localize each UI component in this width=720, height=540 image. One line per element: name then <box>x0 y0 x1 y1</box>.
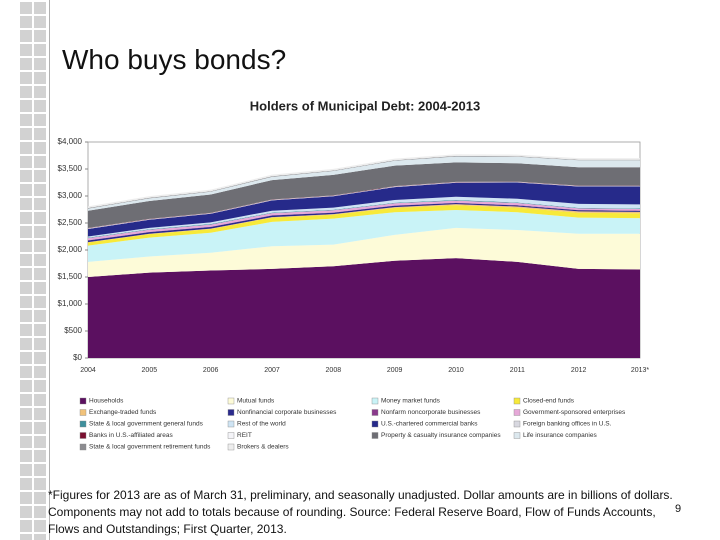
area <box>88 182 640 237</box>
legend-label: Mutual funds <box>237 398 275 405</box>
legend-label: Nonfarm noncorporate businesses <box>381 409 481 416</box>
y-tick-label: $3,500 <box>58 164 83 173</box>
area <box>88 258 640 358</box>
legend-label: REIT <box>237 432 252 439</box>
area <box>88 200 640 241</box>
legend-swatch <box>79 443 87 451</box>
legend-label: Money market funds <box>381 398 441 405</box>
x-tick-label: 2013* <box>631 367 650 374</box>
x-tick-label: 2007 <box>264 367 280 374</box>
slide-title: Who buys bonds? <box>62 44 287 75</box>
area <box>88 154 640 209</box>
legend-swatch <box>227 432 235 439</box>
legend-swatch <box>513 397 521 405</box>
legend-label: State & local government retirement fund… <box>89 444 211 451</box>
area <box>88 156 640 211</box>
x-tick-label: 2011 <box>510 367 525 374</box>
area <box>88 181 640 229</box>
footnote: *Figures for 2013 are as of March 31, pr… <box>48 488 673 536</box>
legend-swatch <box>227 420 235 428</box>
x-tick-label: 2006 <box>203 367 219 374</box>
legend-swatch <box>227 443 235 451</box>
page-number: 9 <box>675 503 682 515</box>
legend-swatch <box>513 409 521 416</box>
x-tick-label: 2010 <box>448 367 464 374</box>
x-tick-label: 2005 <box>142 367 158 374</box>
legend-swatch <box>227 409 235 416</box>
x-tick-label: 2012 <box>571 367 587 374</box>
legend-label: Property & casualty insurance companies <box>381 432 501 439</box>
legend-label: State & local government general funds <box>89 421 204 428</box>
legend-label: U.S.-chartered commercial banks <box>381 421 478 428</box>
x-tick-label: 2009 <box>387 367 403 374</box>
legend-swatch <box>371 409 379 416</box>
area <box>88 196 640 238</box>
y-tick-label: $4,000 <box>58 137 83 146</box>
chart-title: Holders of Municipal Debt: 2004-2013 <box>250 98 480 113</box>
legend-label: Households <box>89 398 124 405</box>
legend-label: Rest of the world <box>237 421 286 428</box>
y-tick-label: $2,000 <box>58 245 83 254</box>
y-tick-label: $500 <box>64 326 82 335</box>
legend-swatch <box>227 397 235 405</box>
y-tick-label: $1,500 <box>58 272 83 281</box>
legend-swatch <box>513 432 521 439</box>
y-tick-label: $1,000 <box>58 299 83 308</box>
legend-swatch <box>79 397 87 405</box>
legend-label: Banks in U.S.-affiliated areas <box>89 432 173 439</box>
y-tick-label: $2,500 <box>58 218 83 227</box>
legend-label: Nonfinancial corporate businesses <box>237 409 337 416</box>
legend-swatch <box>371 397 379 405</box>
y-tick-label: $3,000 <box>58 191 83 200</box>
area <box>88 210 640 262</box>
area <box>88 227 640 277</box>
legend-swatch <box>79 409 87 416</box>
area <box>88 205 640 246</box>
decoration <box>18 0 46 540</box>
y-tick-label: $0 <box>73 353 82 362</box>
legend-swatch <box>371 420 379 428</box>
legend-swatch <box>371 432 379 439</box>
area <box>88 162 640 229</box>
legend-swatch <box>79 420 87 428</box>
chart: Holders of Municipal Debt: 2004-2013 $0 $… <box>58 98 650 451</box>
legend-label: Foreign banking offices in U.S. <box>523 421 612 428</box>
legend-label: Exchange-traded funds <box>89 409 157 416</box>
divider <box>49 0 50 540</box>
legend-label: Brokers & dealers <box>237 444 289 451</box>
area <box>88 181 640 229</box>
legend-swatch <box>513 420 521 428</box>
x-tick-label: 2008 <box>326 367 342 374</box>
x-tick-label: 2004 <box>80 367 96 374</box>
legend-label: Closed-end funds <box>523 398 575 405</box>
legend-swatch <box>79 432 87 439</box>
legend-label: Life insurance companies <box>523 432 597 439</box>
legend-label: Government-sponsored enterprises <box>523 409 626 416</box>
